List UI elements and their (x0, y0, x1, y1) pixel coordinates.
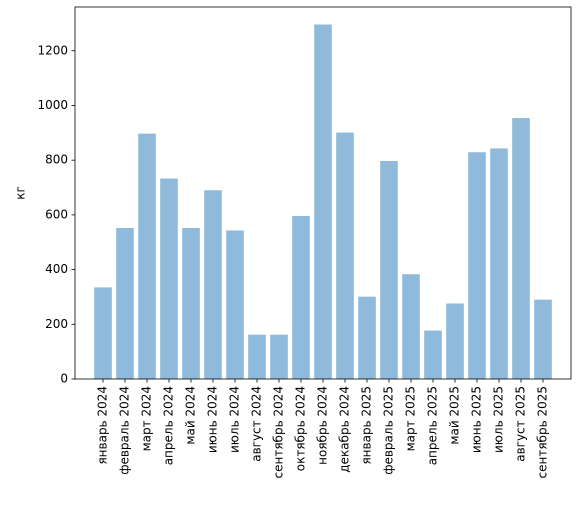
x-tick-label: февраль 2025 (382, 386, 396, 475)
x-tick-label: январь 2025 (360, 386, 374, 465)
bar-11 (314, 24, 332, 379)
x-tick-label: август 2025 (514, 386, 528, 462)
bar-3 (138, 133, 156, 379)
x-tick-label: июнь 2025 (470, 386, 484, 453)
bar-10 (292, 215, 310, 379)
x-tick-label: сентябрь 2025 (536, 386, 550, 478)
y-axis-label: кг (14, 186, 28, 200)
y-tick-label: 0 (60, 372, 68, 386)
bar-5 (182, 228, 200, 379)
bar-1 (94, 287, 112, 379)
bar-19 (490, 148, 508, 379)
x-tick-label: апрель 2025 (426, 386, 440, 465)
y-tick-label: 600 (45, 207, 68, 221)
y-axis-ticks: 0 200 400 600 800 1000 1200 (37, 43, 75, 386)
x-tick-label: октябрь 2024 (294, 386, 308, 471)
bar-2 (116, 228, 134, 379)
plot-frame (74, 6, 572, 380)
x-tick-label: май 2024 (184, 386, 198, 445)
bar-14 (380, 161, 398, 379)
bar-15 (402, 274, 420, 379)
x-tick-label: декабрь 2024 (338, 386, 352, 473)
bar-16 (424, 330, 442, 379)
y-tick-label: 1000 (37, 98, 68, 112)
x-tick-label: январь 2024 (96, 386, 110, 465)
x-tick-label: ноябрь 2024 (316, 386, 330, 465)
x-tick-label: июнь 2024 (206, 386, 220, 453)
x-tick-label: февраль 2024 (118, 386, 132, 475)
bar-21 (534, 299, 552, 379)
bar-20 (512, 118, 530, 380)
x-tick-label: сентябрь 2024 (272, 386, 286, 478)
x-tick-label: март 2024 (140, 386, 154, 451)
bar-7 (226, 230, 244, 379)
bars-group (94, 24, 552, 380)
bar-13 (358, 296, 376, 379)
bar-12 (336, 132, 354, 379)
bar-4 (160, 178, 178, 379)
y-tick-label: 1200 (37, 43, 68, 57)
x-tick-label: июль 2025 (492, 386, 506, 453)
x-axis-ticks: январь 2024 февраль 2024 март 2024 апрель 2… (96, 379, 550, 478)
x-tick-label: июль 2024 (228, 386, 242, 453)
x-tick-label: август 2024 (250, 386, 264, 462)
y-tick-label: 800 (45, 153, 68, 167)
y-tick-label: 200 (45, 317, 68, 331)
bar-17 (446, 303, 464, 379)
bar-6 (204, 190, 222, 379)
x-tick-label: май 2025 (448, 386, 462, 445)
bar-8 (248, 334, 266, 379)
x-tick-label: март 2025 (404, 386, 418, 451)
bar-9 (270, 334, 288, 379)
bar-18 (468, 152, 486, 379)
x-tick-label: апрель 2024 (162, 386, 176, 465)
y-tick-label: 400 (45, 262, 68, 276)
